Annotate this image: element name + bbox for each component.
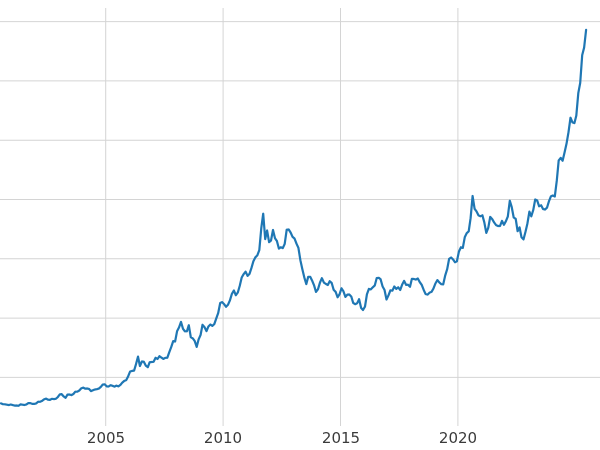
x-tick-label-2010: 2010	[203, 429, 243, 447]
x-tick-label-2005: 2005	[86, 429, 126, 447]
series-group	[0, 28, 588, 407]
x-tick-label-2015: 2015	[321, 429, 361, 447]
gridlines	[0, 8, 600, 426]
x-tick-label-2020: 2020	[438, 429, 478, 447]
price-line	[0, 28, 588, 407]
